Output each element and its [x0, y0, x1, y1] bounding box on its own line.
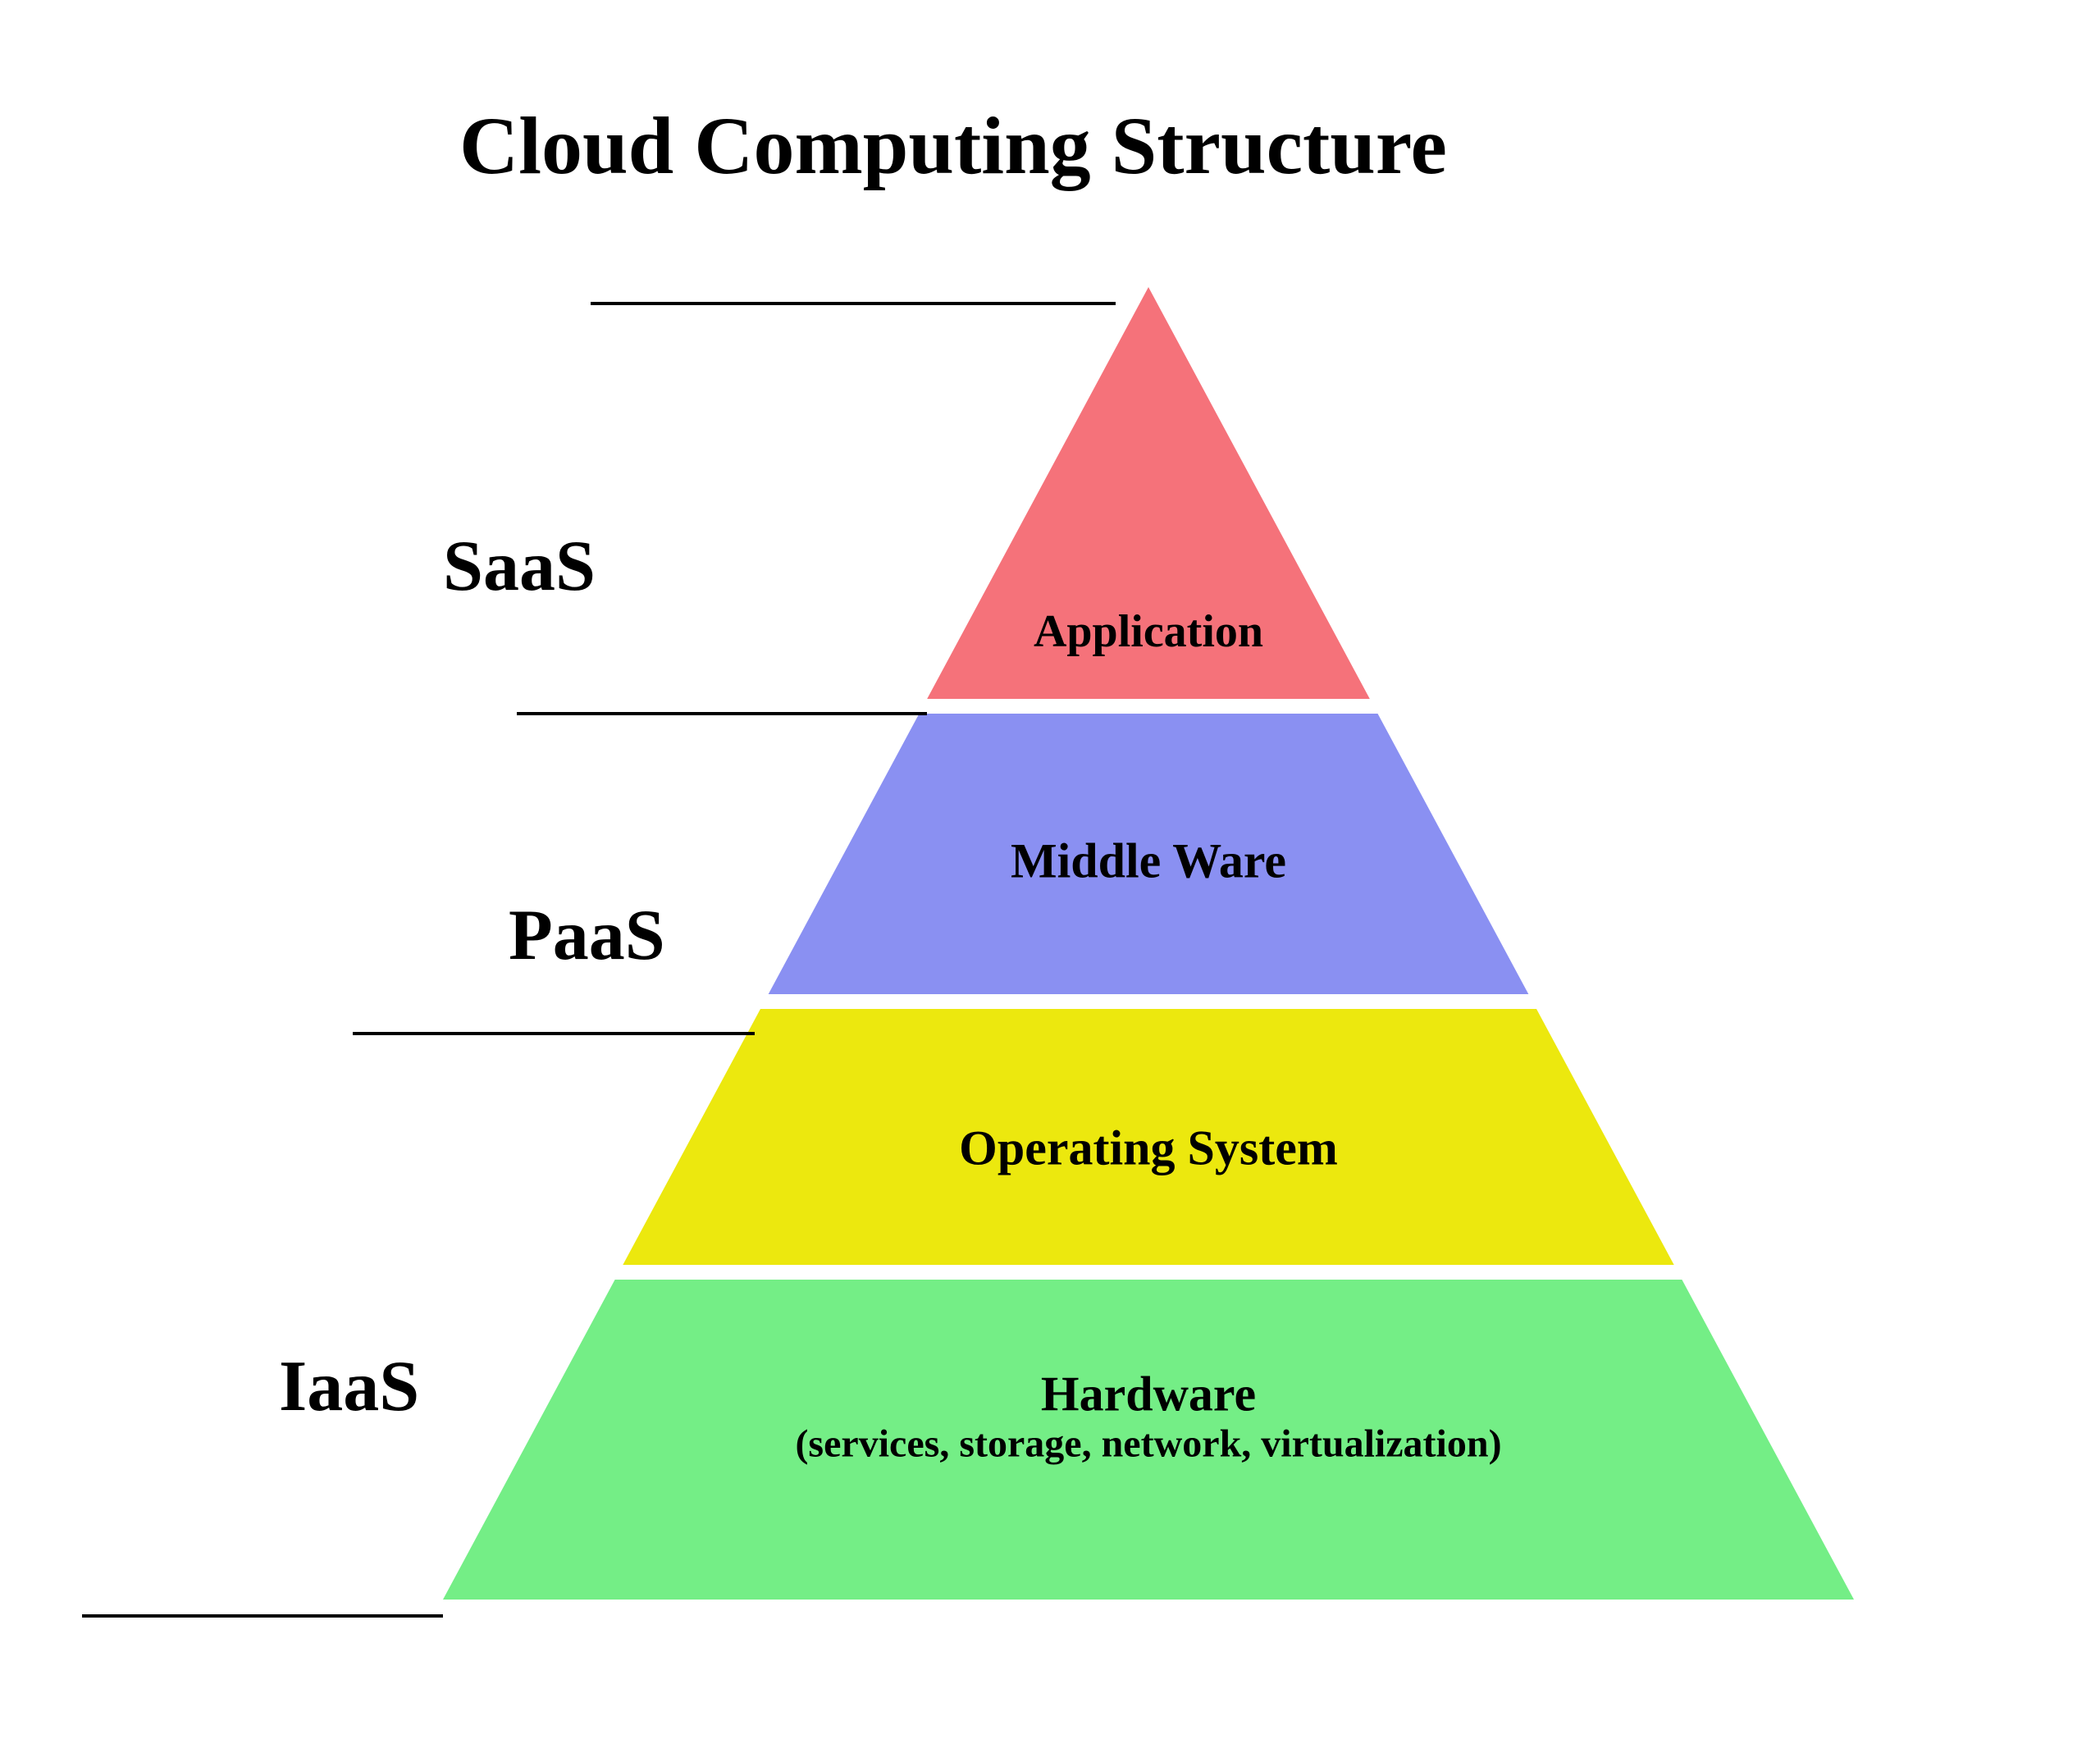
- label-paas: PaaS: [509, 894, 665, 977]
- layer-label-application: Application: [1034, 605, 1263, 658]
- label-saas: SaaS: [443, 525, 596, 608]
- layer-label-hardware: Hardware: [1041, 1367, 1256, 1423]
- diagram-stage: Cloud Computing Structure SaaS PaaS IaaS…: [0, 0, 2100, 1748]
- layer-label-os: Operating System: [959, 1120, 1338, 1177]
- layer-label-middleware: Middle Ware: [1011, 833, 1286, 890]
- label-iaas: IaaS: [279, 1345, 419, 1428]
- diagram-title: Cloud Computing Structure: [459, 98, 1447, 193]
- layer-sublabel-hardware: (services, storage, network, virtualizat…: [795, 1422, 1501, 1467]
